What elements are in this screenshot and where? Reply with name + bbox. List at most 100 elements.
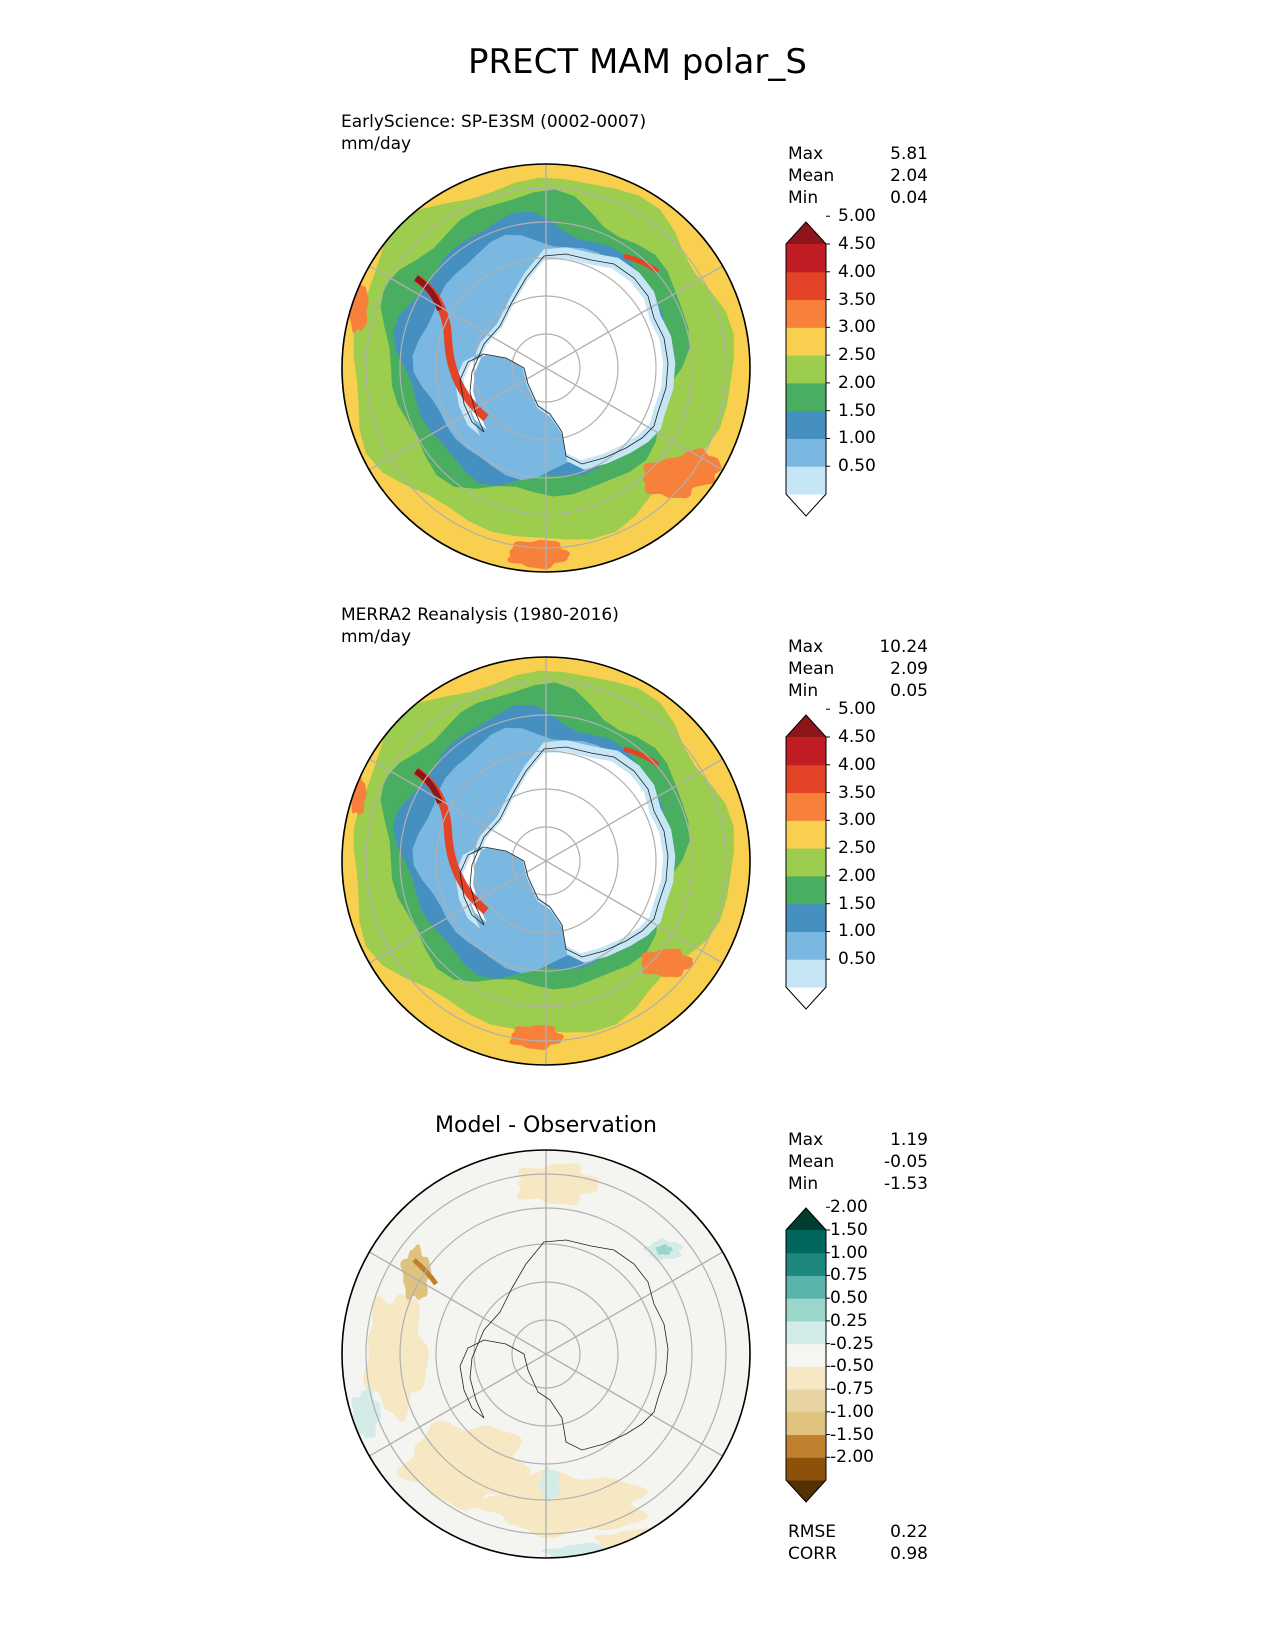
test-extend-min <box>786 494 826 516</box>
difference-colorbar <box>785 1206 830 1503</box>
reference-max-value: 10.24 <box>879 637 928 657</box>
reference-colorbar-segment <box>786 931 826 960</box>
difference-colorbar-tick-label: 1.00 <box>830 1242 868 1263</box>
difference-mean-value: -0.05 <box>884 1152 928 1172</box>
difference-map-boundary <box>341 1149 751 1559</box>
difference-corr-row: CORR 0.98 <box>788 1543 928 1565</box>
test-colorbar-segment <box>786 466 826 495</box>
difference-min-value: -1.53 <box>884 1174 928 1194</box>
test-colorbar-segment <box>786 244 826 273</box>
test-colorbar-tick-label: 0.50 <box>838 456 876 477</box>
test-colorbar-segment <box>786 410 826 439</box>
test-map-boundary <box>341 163 751 573</box>
difference-rmse-corr: RMSE 0.22 CORR 0.98 <box>788 1521 928 1565</box>
difference-colorbar-tick-label: -0.50 <box>830 1356 874 1377</box>
difference-colorbar-segment <box>786 1457 826 1481</box>
reference-colorbar-segment <box>786 792 826 821</box>
test-colorbar-segment <box>786 355 826 384</box>
difference-min-row: Min -1.53 <box>788 1173 928 1195</box>
reference-stats: Max 10.24 Mean 2.09 Min 0.05 <box>788 636 928 702</box>
test-min-label: Min <box>788 188 819 208</box>
test-max-value: 5.81 <box>890 144 928 164</box>
difference-colorbar-tick-label: -0.75 <box>830 1379 874 1400</box>
difference-colorbar-segment <box>786 1434 826 1458</box>
reference-colorbar-segment <box>786 820 826 849</box>
difference-rmse-label: RMSE <box>788 1522 837 1542</box>
difference-coastline <box>459 1239 669 1451</box>
reference-min-label: Min <box>788 681 819 701</box>
test-stats: Max 5.81 Mean 2.04 Min 0.04 <box>788 143 928 209</box>
difference-mean-label: Mean <box>788 1152 835 1172</box>
reference-mean-row: Mean 2.09 <box>788 658 928 680</box>
reference-colorbar-outline <box>785 714 827 1010</box>
reference-polar-map <box>341 656 751 1066</box>
reference-mean-label: Mean <box>788 659 835 679</box>
test-colorbar-tick-label: 3.00 <box>838 317 876 338</box>
test-min-row: Min 0.04 <box>788 187 928 209</box>
test-polar-map <box>341 163 751 573</box>
test-colorbar-tick-label: 4.50 <box>838 234 876 254</box>
reference-colorbar-tick-label: 4.00 <box>838 754 876 775</box>
difference-colorbar-tick-label: -1.00 <box>830 1401 874 1422</box>
difference-polar-map <box>341 1149 751 1559</box>
reference-graticule <box>365 657 727 1065</box>
reference-colorbar-tick-label: 2.00 <box>838 865 876 886</box>
reference-extend-max <box>786 715 826 737</box>
reference-colorbar-segment <box>786 903 826 932</box>
difference-colorbar-segment <box>786 1366 826 1390</box>
reference-precip-field <box>342 657 750 1065</box>
difference-colorbar-segment <box>786 1275 826 1299</box>
test-colorbar-segment <box>786 438 826 467</box>
difference-colorbar-tick-label: -2.00 <box>830 1447 874 1468</box>
reference-coastline <box>459 746 669 958</box>
reference-colorbar-segment <box>786 848 826 877</box>
difference-stats: Max 1.19 Mean -0.05 Min -1.53 <box>788 1129 928 1195</box>
difference-extend-max <box>786 1208 826 1230</box>
reference-max-row: Max 10.24 <box>788 636 928 658</box>
reference-colorbar-tick-label: 4.50 <box>838 727 876 747</box>
difference-title: Model - Observation <box>435 1113 657 1138</box>
test-colorbar-tick-label: 4.00 <box>838 261 876 282</box>
reference-colorbar-segment <box>786 764 826 794</box>
reference-colorbar-tick-label: 0.50 <box>838 949 876 970</box>
test-title-line1: EarlyScience: SP-E3SM (0002-0007) <box>341 112 647 132</box>
test-min-value: 0.04 <box>890 188 928 208</box>
difference-colorbar-tick-label: 0.50 <box>830 1288 868 1309</box>
test-mean-row: Mean 2.04 <box>788 165 928 187</box>
test-colorbar-tick-label: 2.00 <box>838 372 876 393</box>
reference-min-row: Min 0.05 <box>788 680 928 702</box>
reference-colorbar-tick-label: 1.00 <box>838 921 876 942</box>
test-graticule <box>365 164 727 572</box>
reference-panel-title: MERRA2 Reanalysis (1980-2016) mm/day <box>341 604 619 648</box>
test-colorbar-segment <box>786 327 826 356</box>
reference-colorbar-tick-label: 3.50 <box>838 782 876 803</box>
reference-max-label: Max <box>788 637 824 657</box>
difference-colorbar-segment <box>786 1343 826 1367</box>
difference-colorbar-segment <box>786 1320 826 1345</box>
reference-units: mm/day <box>341 627 412 647</box>
reference-extend-min <box>786 987 826 1009</box>
test-colorbar-tick-label: 5.00 <box>838 206 876 227</box>
difference-colorbar-tick-label: -1.50 <box>830 1424 874 1445</box>
reference-colorbar-tick-label: 5.00 <box>838 699 876 720</box>
difference-colorbar-tick-label: 2.00 <box>830 1197 868 1218</box>
difference-max-value: 1.19 <box>890 1130 928 1150</box>
test-colorbar-segment <box>786 299 826 328</box>
difference-min-label: Min <box>788 1174 819 1194</box>
reference-colorbar-tick-label: 3.00 <box>838 810 876 831</box>
test-colorbar-tick-label: 3.50 <box>838 289 876 310</box>
difference-colorbar-tick-label: 0.75 <box>830 1265 868 1286</box>
difference-corr-label: CORR <box>788 1544 837 1564</box>
difference-corr-value: 0.98 <box>890 1544 928 1564</box>
difference-rmse-value: 0.22 <box>890 1522 928 1542</box>
test-max-row: Max 5.81 <box>788 143 928 165</box>
test-extend-max <box>786 222 826 244</box>
test-coastline <box>459 253 669 465</box>
test-colorbar-segment <box>786 271 826 301</box>
test-colorbar-outline <box>785 221 827 517</box>
test-units: mm/day <box>341 134 412 154</box>
test-colorbar-tick-label: 1.50 <box>838 400 876 421</box>
difference-extend-min <box>786 1480 826 1502</box>
figure-title: PRECT MAM polar_S <box>468 42 807 82</box>
reference-colorbar-segment <box>786 737 826 766</box>
